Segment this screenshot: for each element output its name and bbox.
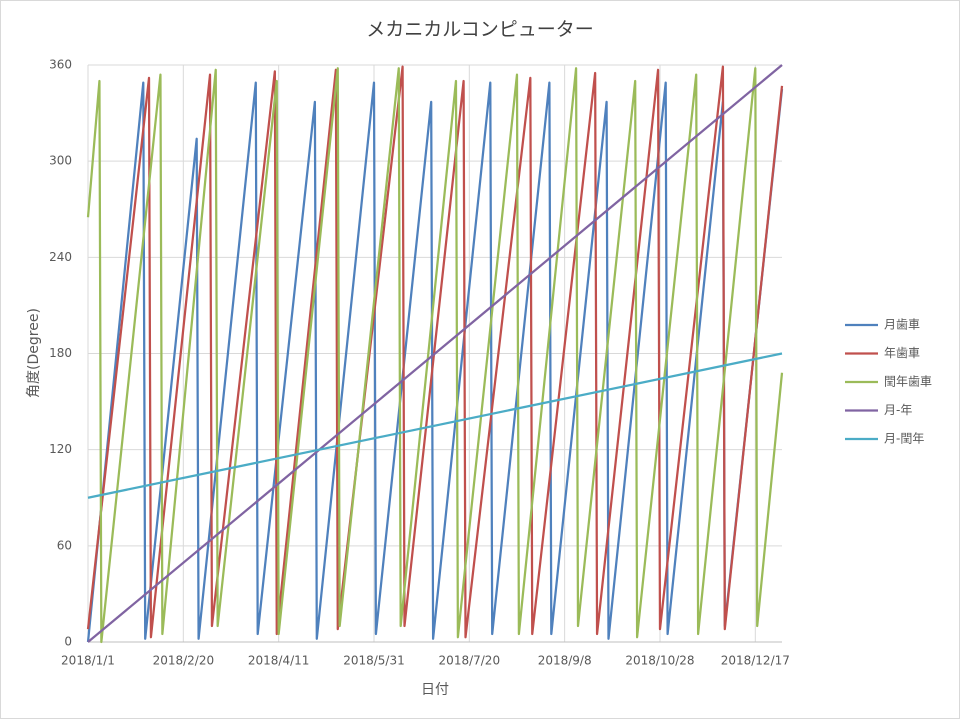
legend-label: 年歯車 — [884, 346, 920, 360]
y-tick-label: 300 — [49, 154, 72, 168]
y-tick-label: 120 — [49, 442, 72, 456]
x-tick-label: 2018/2/20 — [153, 654, 215, 668]
x-tick-label: 2018/4/11 — [248, 654, 310, 668]
legend-label: 月歯車 — [884, 318, 920, 332]
x-axis-label: 日付 — [421, 682, 449, 698]
series-line — [87, 352, 783, 499]
y-tick-label: 240 — [49, 250, 72, 264]
y-tick-label: 360 — [49, 58, 72, 72]
y-tick-label: 0 — [64, 635, 72, 649]
y-tick-label: 180 — [49, 346, 72, 360]
x-tick-label: 2018/5/31 — [343, 654, 405, 668]
x-tick-label: 2018/1/1 — [61, 654, 115, 668]
legend-label: 閏年歯車 — [884, 375, 932, 389]
x-tick-label: 2018/10/28 — [625, 654, 694, 668]
x-tick-label: 2018/7/20 — [439, 654, 501, 668]
series-line — [86, 67, 784, 644]
series-line — [87, 64, 783, 643]
legend-label: 月-閏年 — [884, 432, 924, 446]
legend-label: 月-年 — [884, 403, 912, 417]
chart-title: メカニカルコンピューター — [366, 19, 594, 41]
y-axis-label: 角度(Degree) — [26, 308, 42, 398]
y-tick-label: 60 — [57, 538, 72, 552]
x-tick-label: 2018/9/8 — [538, 654, 592, 668]
x-tick-label: 2018/12/17 — [721, 654, 790, 668]
